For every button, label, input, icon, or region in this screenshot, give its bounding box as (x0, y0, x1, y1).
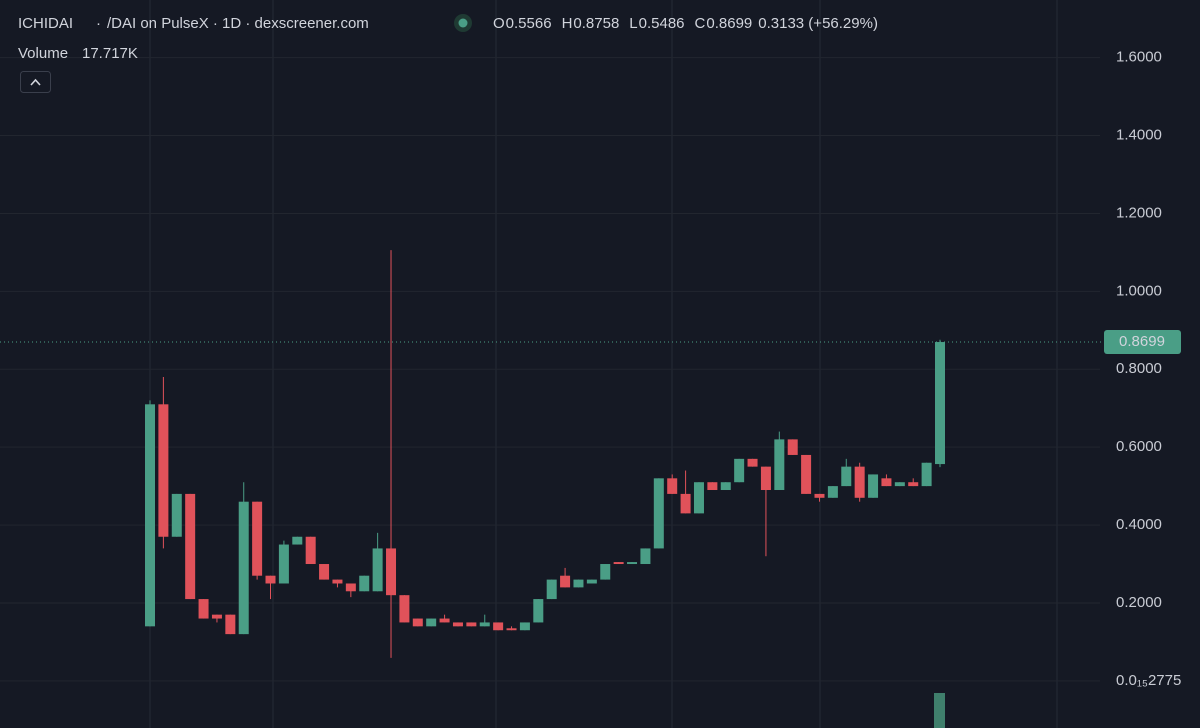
candle-body (332, 579, 343, 584)
candle-body (693, 482, 704, 514)
candle-body (573, 579, 584, 588)
ohlc-key: L (629, 15, 637, 32)
separator: · (96, 15, 101, 32)
candle-body (760, 466, 771, 491)
candle-body (158, 404, 169, 537)
candle-body (787, 439, 798, 455)
candle-body (225, 614, 236, 635)
plot: 1.6000 1.4000 1.2000 1.0000 0.8000 0.6000 0.40… (0, 49, 1181, 689)
candle-body (881, 478, 892, 487)
candle-body (854, 466, 865, 498)
candle-body (399, 595, 410, 623)
y-tick-label: 0.6000 (1116, 438, 1162, 455)
candle-body (600, 564, 611, 580)
candle-body (533, 599, 544, 623)
ohlc-value: 0.8758 (573, 15, 619, 32)
candle-body (265, 575, 276, 584)
candle-body (667, 478, 678, 494)
volume-bar (934, 693, 945, 728)
candle-body (238, 501, 249, 635)
candle-body (613, 562, 624, 565)
candle-body (171, 493, 182, 537)
candle-body (921, 462, 932, 487)
last-price-label: 0.8699 (1119, 333, 1165, 350)
candle-body (653, 478, 664, 549)
ohlc-value: 0.5566 (506, 15, 552, 32)
candle-body (734, 458, 745, 483)
candle-body (466, 622, 477, 627)
candle-body (546, 579, 557, 600)
ohlc-key: O (493, 15, 505, 32)
candle-body (345, 583, 356, 592)
candle-body (493, 622, 504, 631)
y-tick-label: 0.8000 (1116, 360, 1162, 377)
candle-body (627, 562, 638, 565)
candle-body (372, 548, 383, 592)
candle-body (935, 342, 945, 465)
candle-body (145, 404, 155, 627)
status-dot (458, 18, 468, 28)
candle-body (452, 622, 463, 627)
y-tick-label: 1.2000 (1116, 204, 1162, 221)
candle-body (586, 579, 597, 584)
candle-body (640, 548, 651, 565)
candle-body (359, 575, 370, 592)
candle-body (278, 544, 289, 584)
y-tick-label: 1.6000 (1116, 49, 1162, 66)
candle-body (426, 618, 437, 627)
ohlc-key: C (695, 15, 706, 32)
change-value: 0.3133 (+56.29%) (758, 15, 878, 32)
candle-body (252, 501, 263, 576)
candle-body (185, 493, 196, 600)
volume-value: 17.717K (82, 45, 138, 62)
candle-body (801, 454, 812, 494)
ohlc-value: 0.8699 (706, 15, 752, 32)
ohlc-legend: O 0.5566 H 0.8758 L 0.5486 C 0.8699 0.3133 (+56.… (493, 15, 878, 32)
candle-body (894, 482, 905, 487)
candle-body (211, 614, 222, 619)
candle-body (386, 548, 397, 596)
candle-body (292, 536, 303, 545)
y-tick-label: 0.2000 (1116, 594, 1162, 611)
candle-body (774, 439, 785, 491)
candle-body (814, 493, 825, 498)
candle-body (707, 482, 718, 491)
candle-body (479, 622, 490, 627)
chevron-icon (30, 78, 41, 86)
ohlc-value: 0.5486 (639, 15, 685, 32)
candle-body (747, 458, 758, 467)
volume-label: Volume (18, 45, 68, 62)
candle-body (680, 493, 691, 514)
candle-body (412, 618, 423, 627)
candle-body (198, 599, 209, 619)
last-price-tag (1104, 330, 1181, 355)
candle-body (720, 482, 731, 491)
candle-body (519, 622, 530, 631)
chart-subtitle: /DAI on PulseX · 1D · dexscreener.com (107, 15, 369, 32)
y-tick-label: 0.4000 (1116, 516, 1162, 533)
candle-body (868, 474, 879, 498)
collapse-button[interactable] (20, 71, 51, 93)
candle-body (319, 564, 330, 580)
candle-body (841, 466, 852, 487)
ohlc-key: H (562, 15, 573, 32)
candle-body (908, 482, 919, 487)
candle-body (439, 618, 450, 623)
candle-body (305, 536, 316, 565)
y-tick-label: 1.0000 (1116, 282, 1162, 299)
y-tick-label: 1.4000 (1116, 127, 1162, 144)
candle-body (827, 486, 838, 498)
candle-body (506, 628, 517, 631)
y-tick-label: 0.0₁₅2775 (1116, 672, 1181, 689)
chart-title: ICHIDAI (18, 15, 73, 32)
candle-body (560, 575, 571, 588)
